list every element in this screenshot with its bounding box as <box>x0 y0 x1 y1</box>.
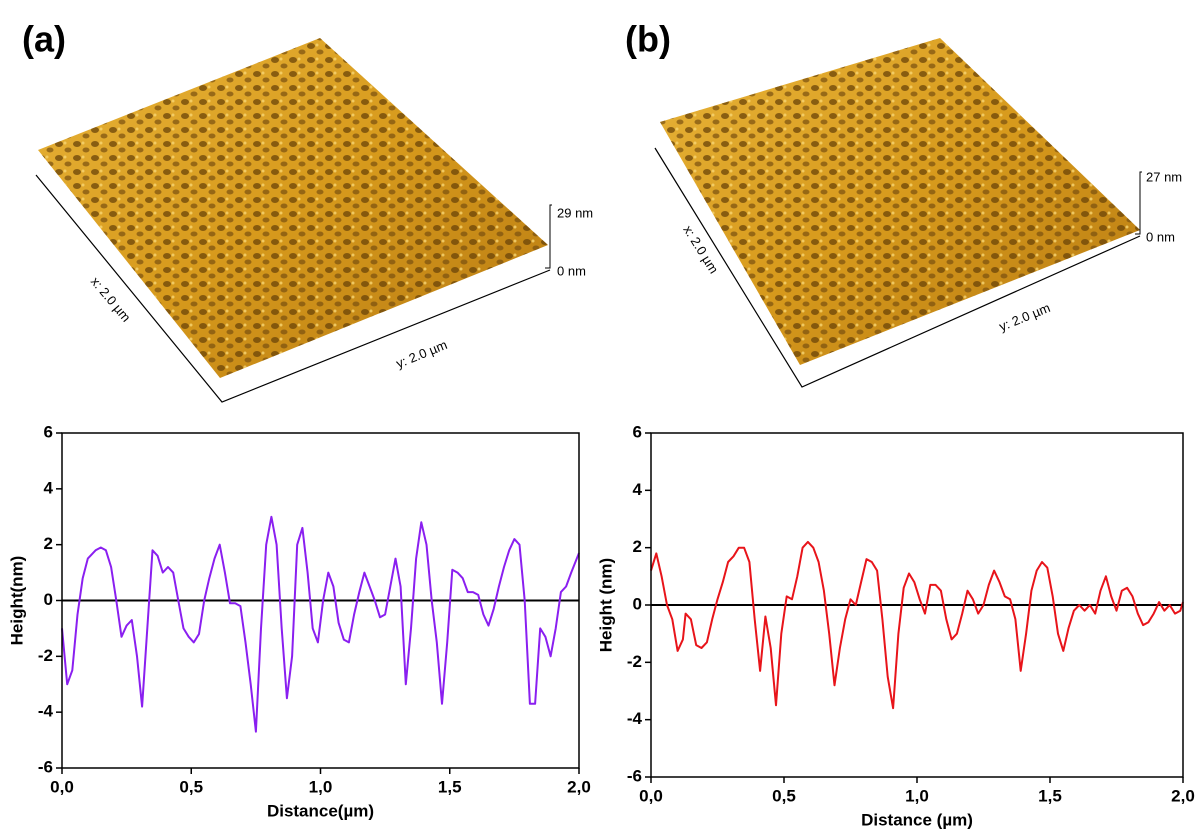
y-tick-label: -2 <box>38 646 53 665</box>
z-max-label: 27 nm <box>1146 169 1182 184</box>
data-line <box>61 515 580 733</box>
x-tick-label: 1,0 <box>309 777 333 796</box>
x-tick-label: 1,5 <box>1038 786 1062 805</box>
x-size-label: x: 2.0 µm <box>88 274 134 325</box>
afm-surface <box>654 38 1142 388</box>
data-line <box>650 540 1184 710</box>
y-tick-label: -4 <box>38 702 54 721</box>
y-tick-label: 4 <box>633 480 643 499</box>
y-tick-label: 4 <box>44 478 54 497</box>
y-tick-label: 2 <box>633 537 642 556</box>
y-tick-label: 2 <box>44 534 53 553</box>
y-axis-label: Height (nm) <box>596 558 615 652</box>
plot-frame <box>61 432 580 769</box>
x-tick-label: 2,0 <box>567 777 591 796</box>
panel-label: (b) <box>625 19 671 60</box>
y-tick-label: -6 <box>627 766 642 785</box>
z-min-label: 0 nm <box>557 263 586 278</box>
y-tick-label: 0 <box>633 594 642 613</box>
plot-frame <box>650 432 1184 778</box>
y-tick-label: -4 <box>627 709 643 728</box>
x-axis-label: Distance(µm) <box>267 801 374 820</box>
x-tick-label: 1,5 <box>438 777 462 796</box>
y-tick-label: 6 <box>633 422 642 441</box>
x-tick-label: 1,0 <box>905 786 929 805</box>
y-size-label: y: 2.0 µm <box>997 300 1052 334</box>
y-size-label: y: 2.0 µm <box>394 337 449 371</box>
x-axis-label: Distance (µm) <box>861 810 973 829</box>
afm-surface <box>35 38 552 403</box>
x-tick-label: 2,0 <box>1171 786 1195 805</box>
x-size-label: x: 2.0 µm <box>680 223 721 277</box>
x-tick-label: 0,0 <box>639 786 663 805</box>
y-tick-label: 0 <box>44 590 53 609</box>
y-tick-label: 6 <box>44 422 53 441</box>
y-tick-label: -2 <box>627 652 642 671</box>
x-tick-label: 0,5 <box>179 777 203 796</box>
panel-label: (a) <box>22 19 66 60</box>
y-axis-label: Height(nm) <box>7 556 26 646</box>
y-tick-label: -6 <box>38 757 53 776</box>
z-min-label: 0 nm <box>1146 229 1175 244</box>
x-tick-label: 0,5 <box>772 786 796 805</box>
x-tick-label: 0,0 <box>50 777 74 796</box>
z-max-label: 29 nm <box>557 205 593 220</box>
